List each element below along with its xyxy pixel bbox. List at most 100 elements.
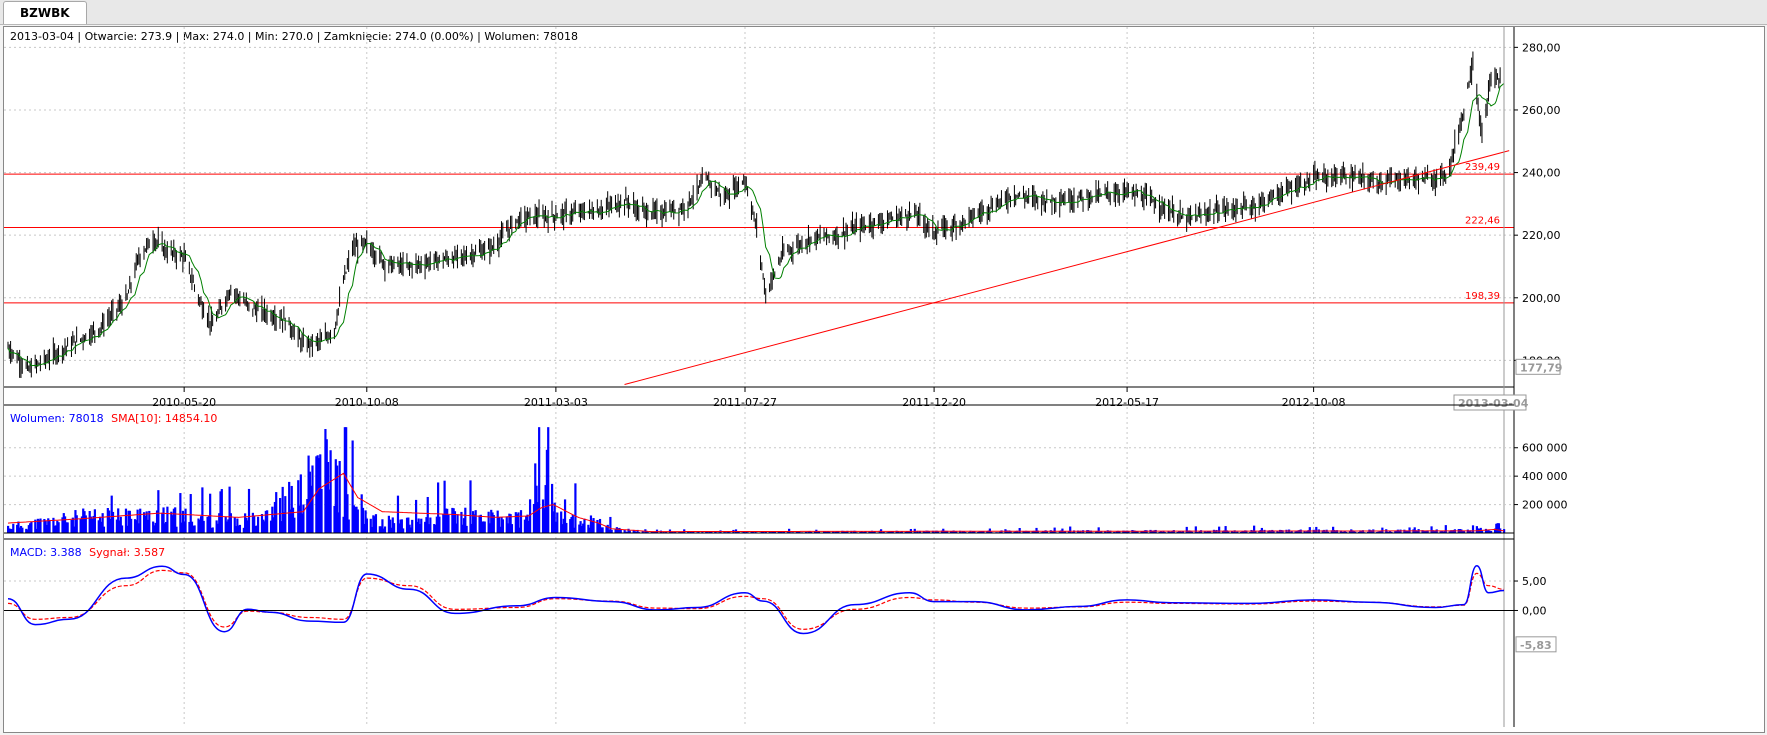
volume-bar xyxy=(389,519,392,533)
volume-bar xyxy=(1272,530,1275,533)
volume-bar xyxy=(1254,531,1257,533)
volume-bar xyxy=(1078,531,1081,533)
tab-bzwbk[interactable]: BZWBK xyxy=(3,1,87,24)
volume-bar xyxy=(352,505,356,533)
volume-bar xyxy=(517,512,520,533)
volume-bar xyxy=(1335,530,1339,533)
volume-bar xyxy=(514,512,517,533)
volume-bar xyxy=(681,531,685,533)
volume-bar xyxy=(474,510,477,533)
macd-line xyxy=(7,564,1505,635)
volume-bar xyxy=(1180,531,1183,533)
volume-bar xyxy=(556,512,559,533)
volume-bar xyxy=(119,516,122,533)
volume-bar xyxy=(1341,531,1344,533)
volume-bar xyxy=(541,499,545,533)
volume-bar xyxy=(43,518,46,533)
volume-bar xyxy=(526,514,529,533)
volume-bar xyxy=(551,483,554,533)
volume-bar xyxy=(931,530,934,533)
volume-header: Wolumen: 78018 SMA[10]: 14854.10 xyxy=(10,412,217,425)
volume-bar xyxy=(1378,531,1381,533)
volume-bar xyxy=(415,499,418,533)
volume-bar xyxy=(854,530,857,533)
price-grid xyxy=(4,27,1514,727)
volume-bar xyxy=(197,518,200,533)
volume-bar xyxy=(335,465,339,533)
price-tick-label: 280,00 xyxy=(1522,41,1561,54)
volume-bar xyxy=(1471,525,1475,533)
volume-bar xyxy=(982,530,985,533)
volume-bar xyxy=(969,530,972,533)
volume-bar xyxy=(111,511,115,533)
volume-bar xyxy=(1123,530,1126,533)
volume-bar xyxy=(1043,531,1046,533)
volume-bar xyxy=(1023,530,1026,533)
volume-bar xyxy=(1190,531,1194,533)
volume-bar xyxy=(1013,531,1016,533)
volume-bar xyxy=(390,527,393,533)
volume-bar xyxy=(1298,530,1301,533)
volume-bar xyxy=(266,510,269,533)
volume-bar xyxy=(1050,530,1054,533)
volume-bar xyxy=(108,510,111,533)
date-tick-label: 2010-05-20 xyxy=(152,396,216,409)
volume-bar xyxy=(990,531,993,533)
volume-bar xyxy=(924,531,927,533)
volume-bar xyxy=(873,531,876,533)
volume-bar xyxy=(172,508,175,533)
volume-bar xyxy=(1153,530,1156,533)
volume-bar xyxy=(1135,531,1138,533)
volume-bar xyxy=(1490,530,1493,533)
volume-bar xyxy=(837,531,840,533)
volume-bar xyxy=(101,513,104,533)
volume-bar xyxy=(1394,530,1397,533)
volume-bar xyxy=(1390,531,1393,533)
trendline-segment xyxy=(624,150,1510,385)
volume-bar xyxy=(54,525,58,533)
volume-bar xyxy=(236,518,239,533)
volume-bar xyxy=(927,531,931,533)
volume-bar xyxy=(479,514,482,533)
volume-bar xyxy=(1132,530,1135,533)
volume-bar xyxy=(383,526,387,533)
volume-bar xyxy=(780,531,783,533)
volume-bar xyxy=(470,523,473,533)
volume-bar xyxy=(679,531,682,533)
volume-bar xyxy=(491,512,494,533)
volume-bar xyxy=(89,516,93,533)
volume-bar xyxy=(535,485,538,533)
volume-bar xyxy=(251,512,254,533)
volume-bar xyxy=(47,518,50,533)
volume-bar xyxy=(1179,531,1182,533)
volume-bar xyxy=(1249,531,1252,533)
volume-bar xyxy=(289,509,292,533)
volume-bar xyxy=(282,512,286,533)
volume-bar xyxy=(216,523,220,533)
volume-bar xyxy=(338,461,341,533)
volume-bar xyxy=(166,506,169,533)
volume-bar xyxy=(481,521,484,533)
stock-chart[interactable]: 239,49 222,46 198,39 280,00 260,00 240,00 220… xyxy=(4,27,1764,732)
volume-bar xyxy=(810,531,813,533)
volume-bar xyxy=(1330,530,1333,533)
volume-bar xyxy=(179,493,182,533)
volume-bar xyxy=(562,518,565,533)
volume-bar xyxy=(1344,531,1348,533)
volume-bar xyxy=(1503,529,1506,533)
macd-current-label: -5,83 xyxy=(1520,639,1552,652)
volume-bar xyxy=(133,519,137,533)
volume-bar xyxy=(52,517,55,533)
volume-bar xyxy=(889,531,892,533)
volume-bar xyxy=(80,516,84,533)
volume-bar xyxy=(825,531,828,533)
volume-bar xyxy=(157,490,160,533)
date-tick-label: 2011-12-20 xyxy=(902,396,966,409)
signal-line xyxy=(7,569,1505,630)
volume-bar xyxy=(416,521,419,533)
volume-bar xyxy=(1286,531,1289,533)
volume-bar xyxy=(1117,530,1120,533)
volume-bar xyxy=(302,504,305,533)
volume-bar xyxy=(601,527,604,533)
volume-bar xyxy=(408,524,411,533)
